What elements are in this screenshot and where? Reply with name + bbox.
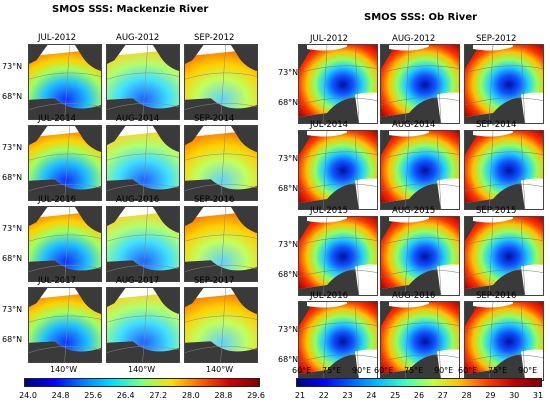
mackenzie-map-jul-2012: [28, 44, 102, 120]
lon-label: 90°E: [518, 366, 538, 375]
lon-label: 140°W: [128, 365, 156, 374]
lon-label: 60°E: [458, 366, 478, 375]
lat-label: 73°N: [2, 305, 23, 314]
ob-map-aug-2012: [380, 44, 460, 124]
map-label: SEP-2014: [194, 114, 235, 124]
map-label: AUG-2012: [392, 34, 436, 44]
lon-label: 75°E: [322, 366, 342, 375]
ob-map-sep-2012: [464, 44, 544, 124]
colorbar-tick-label: 30: [509, 391, 520, 400]
mackenzie-map-aug-2017: [106, 287, 180, 363]
lon-label: 90°E: [352, 366, 372, 375]
colorbar-tick-label: 31: [532, 391, 544, 400]
lat-label: 68°N: [2, 335, 23, 344]
mackenzie-map-sep-2017: [184, 287, 258, 363]
colorbar-tick-label: 29.6: [247, 391, 265, 400]
colorbar-tick-label: 28.0: [181, 391, 200, 400]
map-label: JUL-2014: [38, 114, 77, 124]
lat-label: 73°N: [2, 143, 23, 152]
mackenzie-map-sep-2014: [184, 125, 258, 201]
ob-map-aug-2014: [380, 130, 460, 210]
lat-label: 73°N: [278, 325, 299, 334]
colorbar-tick-label: 23: [342, 391, 353, 400]
map-label: AUG-2016: [116, 195, 160, 205]
lon-label: 75°E: [404, 366, 424, 375]
map-label: JUL-2015: [310, 206, 349, 216]
lon-label: 140°W: [50, 365, 78, 374]
ob-title: SMOS SSS: Ob River: [364, 12, 478, 23]
ob-map-jul-2012: [298, 44, 378, 124]
map-label: AUG-2014: [116, 114, 160, 124]
lat-label: 68°N: [2, 173, 23, 182]
map-label: AUG-2014: [392, 120, 436, 130]
colorbar-tick-label: 22: [318, 391, 329, 400]
colorbar-tick-label: 26.4: [116, 391, 135, 400]
colorbar-tick-label: 28: [461, 391, 472, 400]
lon-label: 60°E: [292, 366, 312, 375]
lat-label: 68°N: [2, 92, 23, 101]
lat-label: 73°N: [278, 68, 299, 77]
mackenzie-map-aug-2016: [106, 206, 180, 282]
ob-colorbar: [296, 378, 542, 387]
lon-label: 140°W: [206, 365, 234, 374]
lat-label: 73°N: [278, 240, 299, 249]
colorbar-tick-label: 29: [485, 391, 496, 400]
map-label: SEP-2016: [476, 291, 517, 301]
ob-map-sep-2014: [464, 130, 544, 210]
map-label: JUL-2012: [38, 33, 77, 43]
map-label: SEP-2016: [194, 195, 235, 205]
colorbar-tick-label: 27.2: [149, 391, 168, 400]
map-label: SEP-2015: [476, 206, 517, 216]
lon-label: 75°E: [488, 366, 508, 375]
lat-label: 73°N: [2, 62, 23, 71]
map-label: JUL-2017: [38, 276, 77, 286]
mackenzie-colorbar: [24, 378, 260, 387]
map-label: JUL-2016: [38, 195, 77, 205]
colorbar-tick-label: 25.6: [84, 391, 103, 400]
lat-label: 68°N: [278, 184, 299, 193]
colorbar-tick-label: 24.8: [51, 391, 70, 400]
map-label: SEP-2014: [476, 120, 517, 130]
mackenzie-map-sep-2012: [184, 44, 258, 120]
colorbar-tick-label: 25: [390, 391, 401, 400]
ob-map-aug-2016: [380, 301, 460, 381]
lat-label: 73°N: [278, 154, 299, 163]
map-label: JUL-2012: [310, 34, 349, 44]
ob-map-sep-2015: [464, 216, 544, 296]
lat-label: 68°N: [278, 355, 299, 364]
map-label: AUG-2017: [116, 276, 160, 286]
ob-map-jul-2014: [298, 130, 378, 210]
lon-label: 90°E: [434, 366, 454, 375]
colorbar-tick-label: 26: [413, 391, 425, 400]
mackenzie-map-sep-2016: [184, 206, 258, 282]
lat-label: 73°N: [2, 224, 23, 233]
colorbar-tick-label: 24: [366, 391, 377, 400]
ob-map-sep-2016: [464, 301, 544, 381]
mackenzie-map-jul-2014: [28, 125, 102, 201]
map-label: AUG-2015: [392, 206, 436, 216]
colorbar-tick-label: 27: [437, 391, 448, 400]
ob-map-aug-2015: [380, 216, 460, 296]
ob-map-jul-2015: [298, 216, 378, 296]
colorbar-tick-label: 24.0: [19, 391, 37, 400]
map-label: JUL-2014: [310, 120, 349, 130]
map-label: AUG-2016: [392, 291, 436, 301]
mackenzie-map-jul-2017: [28, 287, 102, 363]
map-label: SEP-2012: [476, 34, 517, 44]
colorbar-tick-label: 21: [294, 391, 306, 400]
lon-label: 60°E: [374, 366, 394, 375]
map-label: SEP-2017: [194, 276, 235, 286]
map-label: AUG-2012: [116, 33, 160, 43]
mackenzie-map-aug-2012: [106, 44, 180, 120]
mackenzie-map-aug-2014: [106, 125, 180, 201]
map-label: JUL-2016: [310, 291, 349, 301]
lat-label: 68°N: [278, 98, 299, 107]
mackenzie-map-jul-2016: [28, 206, 102, 282]
map-label: SEP-2012: [194, 33, 235, 43]
mackenzie-title: SMOS SSS: Mackenzie River: [52, 4, 209, 15]
colorbar-tick-label: 28.8: [214, 391, 233, 400]
lat-label: 68°N: [278, 270, 299, 279]
lat-label: 68°N: [2, 254, 23, 263]
